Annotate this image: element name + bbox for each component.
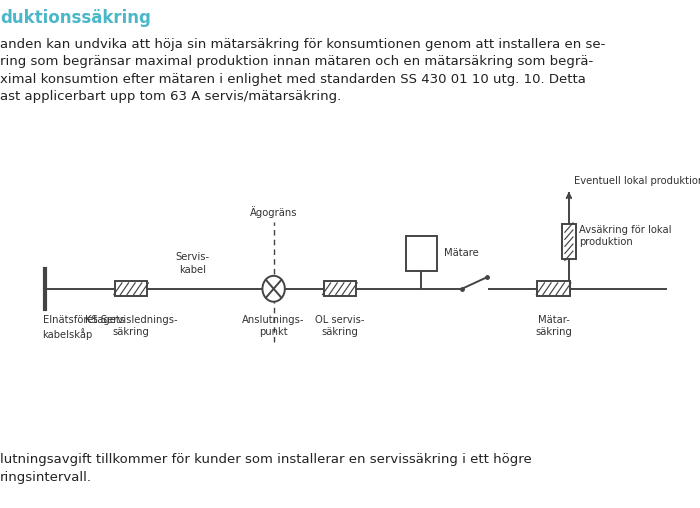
Bar [538, 281, 570, 296]
Bar [323, 281, 356, 296]
Bar [115, 281, 148, 296]
Bar [406, 236, 437, 271]
Text: duktionssäkring: duktionssäkring [0, 9, 151, 27]
Text: Anslutnings-
punkt: Anslutnings- punkt [242, 314, 305, 337]
Circle shape [262, 276, 285, 302]
Text: Servis-
kabel: Servis- kabel [175, 252, 209, 275]
Text: Mätar-
säkring: Mätar- säkring [536, 314, 572, 337]
Text: KS Servislednings-
säkring: KS Servislednings- säkring [85, 314, 177, 337]
Text: Eventuell lokal produktion: Eventuell lokal produktion [574, 176, 700, 186]
Text: Mätare: Mätare [444, 248, 478, 259]
Text: anden kan undvika att höja sin mätarsäkring för konsumtionen genom att installer: anden kan undvika att höja sin mätarsäkr… [0, 38, 606, 103]
Text: Avsäkring för lokal
produktion: Avsäkring för lokal produktion [579, 225, 671, 247]
Bar [562, 224, 575, 260]
Text: Elnätsföretagets
kabelskåp: Elnätsföretagets kabelskåp [43, 314, 125, 339]
Text: Ägogräns: Ägogräns [250, 206, 298, 218]
Text: OL servis-
säkring: OL servis- säkring [315, 314, 365, 337]
Text: lutningsavgift tillkommer för kunder som installerar en servissäkring i ett högr: lutningsavgift tillkommer för kunder som… [0, 453, 532, 484]
